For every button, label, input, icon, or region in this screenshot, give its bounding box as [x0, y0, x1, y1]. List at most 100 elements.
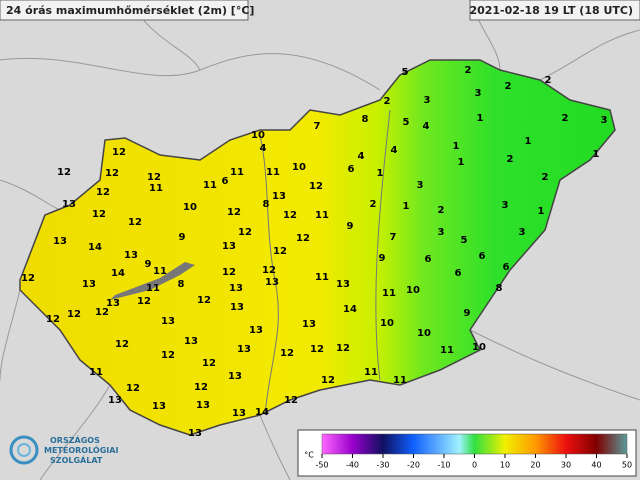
station-value: 10 — [251, 130, 265, 141]
station-value: 7 — [390, 232, 397, 243]
header-right-box — [469, 0, 640, 21]
country-shape — [19, 59, 616, 436]
station-value: 13 — [108, 395, 122, 406]
station-value: 12 — [21, 273, 35, 284]
station-value: 13 — [336, 279, 350, 290]
station-value: 10 — [472, 342, 486, 353]
station-value: 12 — [222, 267, 236, 278]
station-value: 11 — [149, 183, 163, 194]
station-value: 13 — [237, 344, 251, 355]
station-value: 11 — [315, 210, 329, 221]
station-value: 13 — [82, 279, 96, 290]
station-value: 13 — [228, 371, 242, 382]
station-value: 8 — [263, 199, 270, 210]
colorbar — [321, 433, 628, 455]
station-value: 2 — [370, 199, 377, 210]
station-value: 6 — [479, 251, 486, 262]
colorbar-unit: °C — [304, 451, 314, 460]
station-value: 2 — [438, 205, 445, 216]
station-value: 3 — [475, 88, 482, 99]
station-value: 1 — [593, 149, 600, 160]
station-value: 1 — [453, 141, 460, 152]
station-value: 12 — [161, 350, 175, 361]
station-value: 11 — [230, 167, 244, 178]
station-value: 13 — [152, 401, 166, 412]
station-value: 5 — [403, 117, 410, 128]
colorbar-tick-label: 20 — [530, 461, 540, 470]
colorbar-tick-label: 40 — [591, 461, 601, 470]
station-value: 12 — [310, 344, 324, 355]
colorbar-tick-label: 30 — [561, 461, 571, 470]
station-value: 6 — [455, 268, 462, 279]
station-value: 3 — [601, 115, 608, 126]
station-value: 12 — [128, 217, 142, 228]
station-value: 12 — [92, 209, 106, 220]
station-value: 13 — [188, 428, 202, 439]
station-value: 12 — [112, 147, 126, 158]
station-value: 11 — [89, 367, 103, 378]
station-value: 10 — [417, 328, 431, 339]
station-value: 10 — [292, 162, 306, 173]
station-value: 11 — [153, 266, 167, 277]
station-value: 3 — [519, 227, 526, 238]
station-value: 12 — [296, 233, 310, 244]
station-value: 12 — [280, 348, 294, 359]
station-value: 13 — [106, 298, 120, 309]
station-value: 13 — [302, 319, 316, 330]
station-value: 11 — [382, 288, 396, 299]
station-value: 13 — [184, 336, 198, 347]
logo: ORSZÁGOS METEOROLÓGIAI SZOLGÁLAT — [9, 434, 118, 465]
station-value: 2 — [562, 113, 569, 124]
colorbar-tick-label: 10 — [500, 461, 510, 470]
colorbar-tick-label: -10 — [437, 461, 450, 470]
station-value: 6 — [222, 176, 229, 187]
station-value: 9 — [347, 221, 354, 232]
station-value: 11 — [364, 367, 378, 378]
station-value: 12 — [202, 358, 216, 369]
station-value: 9 — [179, 232, 186, 243]
station-value: 11 — [266, 167, 280, 178]
station-value: 13 — [161, 316, 175, 327]
station-value: 5 — [461, 235, 468, 246]
station-value: 8 — [362, 114, 369, 125]
station-value: 1 — [525, 136, 532, 147]
colorbar-ticks: -50 -40 -30 -20 -10 0 10 20 30 40 50 — [315, 454, 632, 470]
station-value: 12 — [105, 168, 119, 179]
station-value: 3 — [424, 95, 431, 106]
station-value: 12 — [197, 295, 211, 306]
station-value: 10 — [406, 285, 420, 296]
station-value: 2 — [384, 96, 391, 107]
station-value: 14 — [88, 242, 102, 253]
station-value: 13 — [230, 302, 244, 313]
colorbar-tick-label: 0 — [472, 461, 477, 470]
station-value: 14 — [343, 304, 357, 315]
station-value: 8 — [496, 283, 503, 294]
station-value: 13 — [265, 277, 279, 288]
station-value: 13 — [62, 199, 76, 210]
colorbar-tick-label: -40 — [346, 461, 359, 470]
station-value: 12 — [336, 343, 350, 354]
station-value: 1 — [403, 201, 410, 212]
station-value: 7 — [314, 121, 321, 132]
station-value: 6 — [503, 262, 510, 273]
station-value: 2 — [507, 154, 514, 165]
colorbar-tick-label: 50 — [622, 461, 632, 470]
station-value: 12 — [46, 314, 60, 325]
station-value: 13 — [272, 191, 286, 202]
colorbar-tick-label: -30 — [376, 461, 389, 470]
station-value: 13 — [196, 400, 210, 411]
station-value: 11 — [146, 283, 160, 294]
station-value: 13 — [222, 241, 236, 252]
lake — [110, 262, 195, 300]
station-value: 12 — [115, 339, 129, 350]
station-value: 6 — [425, 254, 432, 265]
station-value: 13 — [53, 236, 67, 247]
station-value: 12 — [95, 307, 109, 318]
station-value: 12 — [321, 375, 335, 386]
station-value: 4 — [423, 121, 430, 132]
station-value: 14 — [111, 268, 125, 279]
logo-text: SZOLGÁLAT — [50, 454, 103, 465]
station-value: 1 — [377, 168, 384, 179]
station-value: 2 — [465, 65, 472, 76]
station-value: 9 — [464, 308, 471, 319]
